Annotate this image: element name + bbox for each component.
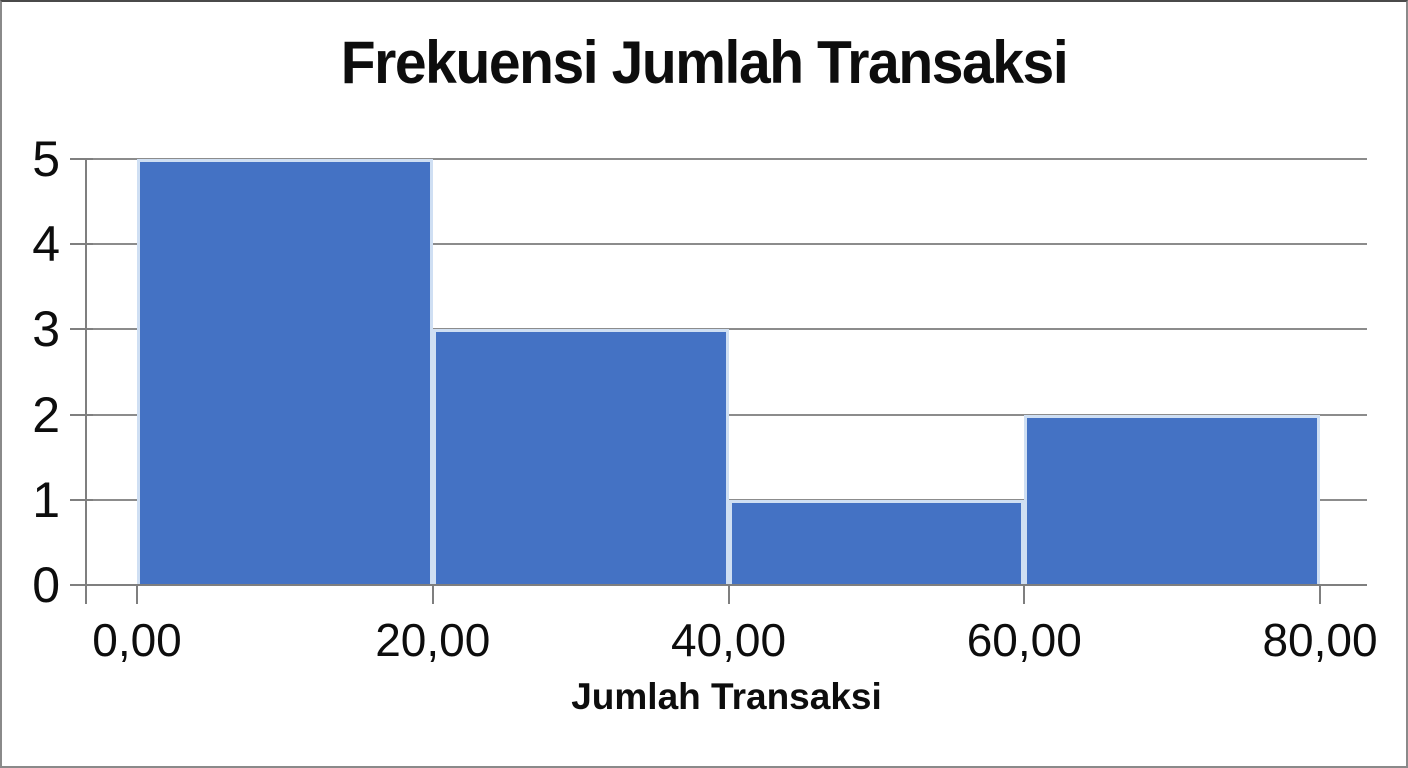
x-tick-mark-0 xyxy=(136,584,138,604)
x-tick-label-80: 80,00 xyxy=(1262,614,1378,666)
y-tick-label-3: 3 xyxy=(32,301,60,358)
gridline-y-4 xyxy=(86,243,1367,246)
x-axis-line xyxy=(72,584,1367,586)
y-tick-label-5: 5 xyxy=(32,131,60,187)
histogram-bar-40-60 xyxy=(728,499,1025,585)
y-tick-mark-3 xyxy=(70,328,93,331)
x-tick-label-20: 20,00 xyxy=(375,614,491,666)
y-tick-mark-2 xyxy=(70,413,93,416)
x-axis-title: Jumlah Transaksi xyxy=(571,676,882,717)
y-tick-label-1: 1 xyxy=(32,471,60,528)
histogram-bar-60-80 xyxy=(1024,414,1320,585)
gridline-y-5 xyxy=(86,158,1367,160)
y-tick-label-4: 4 xyxy=(32,216,60,273)
x-tick-label-40: 40,00 xyxy=(670,614,787,666)
x-tick-mark-20 xyxy=(431,584,434,604)
histogram-bar-20-40 xyxy=(432,329,729,585)
x-tick-label-60: 60,00 xyxy=(966,614,1082,666)
y-axis-line xyxy=(85,159,87,604)
histogram-bar-0-20 xyxy=(137,159,433,585)
y-tick-mark-1 xyxy=(70,498,93,501)
y-tick-label-0: 0 xyxy=(32,557,60,613)
x-tick-mark-80 xyxy=(1319,584,1321,604)
y-tick-label-2: 2 xyxy=(32,386,60,443)
x-tick-mark-60 xyxy=(1023,584,1026,604)
x-tick-mark-40 xyxy=(727,584,730,604)
chart-title: Frekuensi Jumlah Transaksi xyxy=(340,29,1069,96)
gridline-y-3 xyxy=(86,328,1367,331)
plot-area xyxy=(86,158,1367,585)
x-tick-label-0: 0,00 xyxy=(92,614,182,666)
y-tick-mark-0 xyxy=(70,584,93,586)
y-tick-mark-5 xyxy=(70,158,93,160)
y-tick-mark-4 xyxy=(70,243,93,246)
